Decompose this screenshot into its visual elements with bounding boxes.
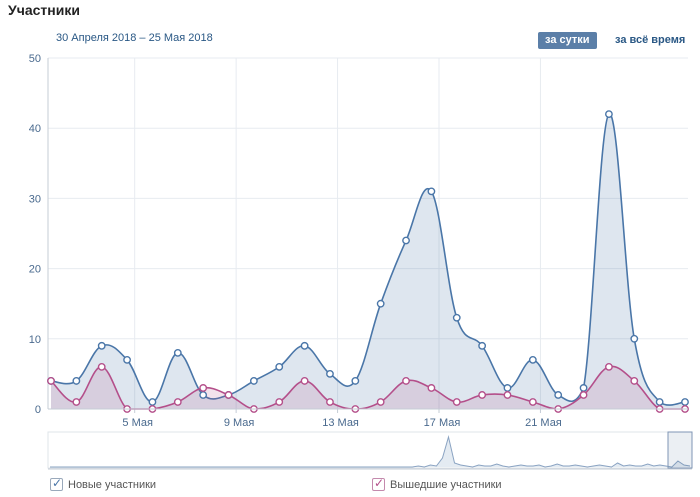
data-point-new: [554, 391, 563, 399]
legend-new-label: Новые участники: [68, 478, 157, 491]
data-point-new: [503, 384, 512, 392]
all-time-button[interactable]: за всё время: [615, 34, 686, 46]
data-point-new: [123, 355, 131, 364]
data-point-left: [402, 377, 410, 385]
x-tick-label: 13 Мая: [322, 417, 359, 429]
per-day-button[interactable]: за сутки: [538, 32, 597, 49]
data-point-left: [427, 384, 436, 392]
data-point-left: [224, 391, 233, 399]
data-point-left: [605, 362, 613, 371]
data-point-new: [452, 313, 461, 322]
data-point-new: [579, 384, 588, 392]
date-range-link[interactable]: 30 Апреля 2018 – 25 Мая 2018: [56, 32, 213, 44]
data-point-new: [427, 187, 436, 196]
legend-left-label: Вышедшие участники: [390, 478, 502, 491]
navigator-selection-handle: [667, 431, 693, 469]
data-point-new: [478, 341, 487, 350]
x-tick-label: 9 Мая: [224, 417, 255, 429]
data-point-left: [579, 391, 588, 399]
data-point-left: [173, 398, 182, 406]
data-point-left: [326, 398, 334, 406]
data-point-new: [72, 377, 81, 385]
data-point-new: [681, 398, 689, 406]
x-tick-label: 17 Мая: [424, 417, 461, 429]
legend-new-members[interactable]: ✓ Новые участники: [50, 476, 157, 491]
navigator-line: [50, 435, 691, 468]
data-point-new: [97, 341, 106, 350]
data-point-new: [402, 236, 410, 245]
series-area-new: [51, 113, 685, 409]
data-point-left: [503, 391, 512, 399]
chart-title: Участники: [8, 2, 80, 18]
checkmark-icon: ✓: [374, 476, 385, 490]
data-point-left: [199, 384, 208, 392]
data-point-new: [148, 398, 157, 406]
plot-area: [48, 58, 688, 409]
new-members-checkbox[interactable]: ✓: [50, 476, 63, 491]
data-point-new: [199, 391, 208, 399]
y-tick-label: 0: [35, 404, 41, 416]
x-tick-label: 5 Мая: [122, 417, 153, 429]
data-point-new: [528, 355, 537, 364]
data-point-new: [249, 377, 258, 385]
data-point-new: [351, 377, 360, 385]
data-point-left: [452, 398, 461, 406]
left-members-checkbox[interactable]: ✓: [372, 476, 385, 491]
data-point-left: [72, 398, 81, 406]
data-point-left: [528, 398, 537, 406]
data-point-left: [630, 377, 639, 385]
data-point-new: [655, 398, 664, 406]
y-tick-label: 40: [29, 123, 41, 135]
y-tick-label: 10: [29, 334, 41, 346]
series-line-new: [50, 113, 686, 406]
data-point-left: [275, 398, 284, 406]
data-point-new: [275, 362, 284, 371]
navigator-panel: [47, 431, 693, 469]
data-point-new: [326, 369, 334, 378]
data-point-new: [630, 334, 639, 343]
data-point-left: [97, 362, 106, 371]
data-point-left: [47, 377, 55, 385]
data-point-new: [300, 341, 309, 350]
series-area-left: [51, 366, 685, 409]
y-tick-label: 50: [29, 53, 41, 65]
data-point-new: [173, 348, 182, 357]
data-point-left: [376, 398, 385, 406]
y-tick-label: 20: [29, 264, 41, 276]
y-tick-label: 30: [29, 193, 41, 205]
checkmark-icon: ✓: [52, 476, 63, 490]
legend-left-members[interactable]: ✓ Вышедшие участники: [372, 476, 502, 491]
x-tick-label: 21 Мая: [525, 417, 562, 429]
data-point-new: [605, 110, 613, 119]
data-point-left: [300, 377, 309, 385]
data-point-left: [478, 391, 487, 399]
data-point-new: [376, 299, 385, 308]
